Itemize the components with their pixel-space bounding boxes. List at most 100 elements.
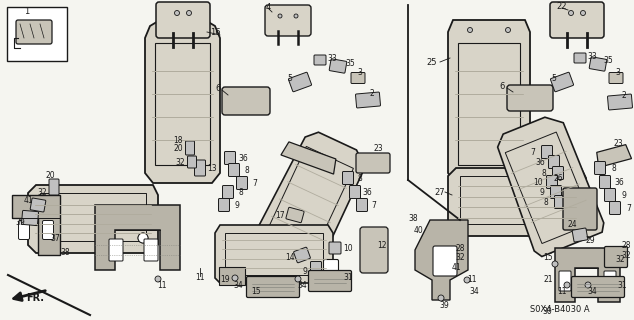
Text: 34: 34 bbox=[587, 287, 597, 297]
FancyBboxPatch shape bbox=[109, 239, 123, 261]
Text: 2: 2 bbox=[621, 91, 626, 100]
Circle shape bbox=[278, 14, 282, 18]
FancyBboxPatch shape bbox=[571, 276, 624, 298]
FancyBboxPatch shape bbox=[589, 57, 607, 71]
FancyBboxPatch shape bbox=[18, 220, 30, 239]
Text: 35: 35 bbox=[603, 55, 613, 65]
FancyBboxPatch shape bbox=[548, 156, 559, 169]
Text: 8: 8 bbox=[541, 169, 547, 178]
Text: 22: 22 bbox=[557, 2, 567, 11]
Polygon shape bbox=[597, 145, 631, 167]
Polygon shape bbox=[281, 142, 336, 174]
Text: 36: 36 bbox=[238, 154, 248, 163]
Text: 34: 34 bbox=[469, 287, 479, 297]
FancyBboxPatch shape bbox=[42, 220, 53, 239]
Circle shape bbox=[614, 249, 620, 255]
Text: 32: 32 bbox=[37, 188, 47, 196]
Circle shape bbox=[295, 276, 301, 282]
Circle shape bbox=[438, 295, 444, 301]
FancyBboxPatch shape bbox=[311, 261, 321, 275]
Text: 39: 39 bbox=[15, 218, 25, 227]
FancyBboxPatch shape bbox=[607, 94, 633, 110]
Polygon shape bbox=[145, 20, 220, 183]
Text: 8: 8 bbox=[543, 197, 548, 206]
FancyBboxPatch shape bbox=[16, 20, 52, 44]
Text: 8: 8 bbox=[238, 188, 243, 196]
FancyBboxPatch shape bbox=[349, 186, 361, 198]
FancyBboxPatch shape bbox=[547, 175, 557, 188]
Text: 19: 19 bbox=[220, 276, 230, 284]
Text: 28: 28 bbox=[621, 241, 631, 250]
Text: 3: 3 bbox=[616, 68, 621, 76]
Text: 36: 36 bbox=[362, 188, 372, 196]
Text: 15: 15 bbox=[251, 287, 261, 297]
Polygon shape bbox=[254, 132, 365, 272]
Polygon shape bbox=[448, 20, 530, 183]
Circle shape bbox=[186, 11, 191, 15]
Text: 9: 9 bbox=[540, 188, 545, 196]
Text: 9: 9 bbox=[302, 268, 307, 276]
Text: 38: 38 bbox=[60, 247, 70, 257]
Text: 5: 5 bbox=[288, 74, 292, 83]
Circle shape bbox=[174, 11, 179, 15]
Text: 12: 12 bbox=[377, 241, 387, 250]
Text: 36: 36 bbox=[614, 178, 624, 187]
Text: 1: 1 bbox=[24, 6, 30, 15]
Text: 8: 8 bbox=[245, 165, 249, 174]
Text: 9: 9 bbox=[235, 201, 240, 210]
Text: 40: 40 bbox=[413, 226, 423, 235]
Circle shape bbox=[464, 277, 470, 283]
FancyBboxPatch shape bbox=[224, 151, 235, 164]
FancyBboxPatch shape bbox=[433, 246, 457, 276]
Text: 15: 15 bbox=[543, 253, 553, 262]
Text: 32: 32 bbox=[455, 253, 465, 262]
Circle shape bbox=[138, 233, 148, 243]
Polygon shape bbox=[215, 225, 333, 283]
Text: 23: 23 bbox=[373, 143, 383, 153]
Text: 28: 28 bbox=[455, 244, 465, 252]
FancyBboxPatch shape bbox=[309, 270, 351, 292]
Circle shape bbox=[585, 282, 591, 288]
FancyBboxPatch shape bbox=[156, 2, 210, 38]
Text: 32: 32 bbox=[175, 157, 185, 166]
Text: 31: 31 bbox=[343, 274, 353, 283]
Text: 33: 33 bbox=[587, 52, 597, 60]
FancyBboxPatch shape bbox=[49, 179, 59, 195]
Text: 39: 39 bbox=[439, 300, 449, 309]
Circle shape bbox=[581, 11, 586, 15]
FancyBboxPatch shape bbox=[609, 202, 621, 214]
Text: 14: 14 bbox=[285, 253, 295, 262]
Polygon shape bbox=[12, 195, 60, 255]
Text: 8: 8 bbox=[358, 173, 363, 182]
FancyBboxPatch shape bbox=[351, 73, 365, 84]
Text: 34: 34 bbox=[233, 281, 243, 290]
FancyBboxPatch shape bbox=[356, 198, 368, 212]
FancyBboxPatch shape bbox=[144, 239, 158, 261]
FancyBboxPatch shape bbox=[7, 7, 67, 61]
Text: FR.: FR. bbox=[26, 293, 44, 303]
FancyBboxPatch shape bbox=[360, 227, 388, 273]
Text: 10: 10 bbox=[533, 178, 543, 187]
FancyBboxPatch shape bbox=[188, 156, 197, 168]
FancyBboxPatch shape bbox=[323, 260, 339, 278]
FancyBboxPatch shape bbox=[186, 141, 195, 155]
FancyBboxPatch shape bbox=[550, 2, 604, 38]
FancyBboxPatch shape bbox=[609, 73, 623, 84]
Text: 35: 35 bbox=[345, 59, 355, 68]
Text: 41: 41 bbox=[23, 196, 33, 204]
FancyBboxPatch shape bbox=[342, 172, 354, 185]
FancyBboxPatch shape bbox=[604, 271, 616, 291]
Circle shape bbox=[564, 282, 570, 288]
Text: 33: 33 bbox=[327, 53, 337, 62]
Circle shape bbox=[138, 233, 148, 243]
Text: 6: 6 bbox=[500, 82, 505, 91]
Text: 18: 18 bbox=[173, 135, 183, 145]
FancyBboxPatch shape bbox=[507, 85, 553, 111]
Text: 25: 25 bbox=[427, 58, 437, 67]
FancyBboxPatch shape bbox=[550, 186, 562, 198]
FancyBboxPatch shape bbox=[541, 146, 552, 158]
FancyBboxPatch shape bbox=[294, 247, 311, 263]
Text: 23: 23 bbox=[613, 139, 623, 148]
FancyBboxPatch shape bbox=[573, 228, 588, 242]
Text: 20: 20 bbox=[45, 171, 55, 180]
